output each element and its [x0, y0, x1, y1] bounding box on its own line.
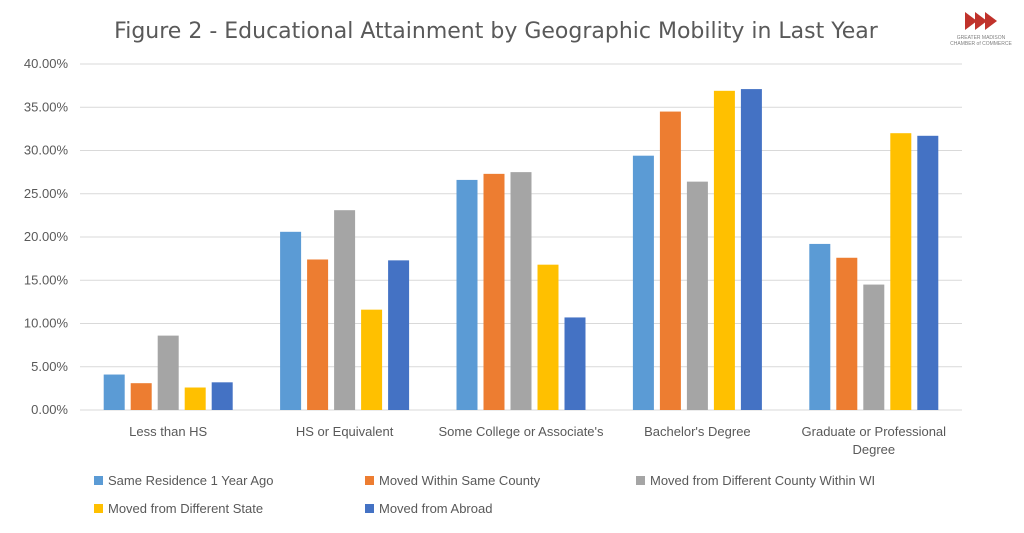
logo-line-1: GREATER MADISON: [957, 35, 1006, 41]
bar: [510, 172, 532, 410]
bar: [632, 155, 654, 410]
bar: [564, 317, 586, 410]
bar: [917, 135, 939, 411]
x-category-label: Some College or Associate's: [438, 424, 604, 439]
x-category-label: Bachelor's Degree: [644, 424, 751, 439]
bar: [483, 173, 505, 410]
bar: [388, 260, 410, 410]
bar: [334, 210, 356, 410]
logo-arrow-3: [985, 12, 997, 30]
logo-arrow-2: [975, 12, 987, 30]
chart-title: Figure 2 - Educational Attainment by Geo…: [114, 19, 879, 44]
legend-label: Moved from Abroad: [379, 501, 492, 516]
legend-swatch: [636, 476, 645, 485]
legend-swatch: [94, 476, 103, 485]
y-tick-label: 0.00%: [31, 402, 68, 417]
y-tick-label: 35.00%: [24, 99, 69, 114]
y-tick-label: 40.00%: [24, 56, 69, 71]
logo-line-2: CHAMBER of COMMERCE: [950, 41, 1012, 47]
legend-swatch: [365, 504, 374, 513]
x-category-label: Degree: [852, 442, 895, 457]
bar: [157, 335, 179, 410]
y-tick-label: 30.00%: [24, 143, 69, 158]
x-category-label: Graduate or Professional: [802, 424, 947, 439]
x-axis: Less than HS HS or Equivalent Some College…: [129, 424, 946, 457]
bar: [659, 111, 681, 410]
legend-label: Moved from Different County Within WI: [650, 473, 875, 488]
bar: [740, 89, 762, 411]
legend-swatch: [365, 476, 374, 485]
legend-swatch: [94, 504, 103, 513]
logo-arrow-1: [965, 12, 977, 30]
bar: [130, 383, 152, 410]
bar: [103, 374, 125, 410]
bar: [184, 387, 206, 410]
bar: [890, 133, 912, 410]
y-tick-label: 25.00%: [24, 186, 69, 201]
bar: [280, 231, 302, 410]
x-category-label: Less than HS: [129, 424, 207, 439]
legend-label: Moved from Different State: [108, 501, 263, 516]
y-tick-label: 10.00%: [24, 316, 69, 331]
bar: [686, 181, 708, 410]
y-tick-label: 5.00%: [31, 359, 68, 374]
bar: [211, 382, 233, 410]
legend-label: Same Residence 1 Year Ago: [108, 473, 274, 488]
bar: [863, 284, 885, 410]
bar: [537, 264, 559, 410]
bar: [361, 309, 383, 410]
x-category-label: HS or Equivalent: [296, 424, 394, 439]
y-tick-label: 20.00%: [24, 229, 69, 244]
bar: [307, 259, 329, 410]
bar: [713, 90, 735, 410]
bar: [809, 243, 831, 410]
y-axis: 0.00% 5.00% 10.00% 15.00% 20.00% 25.00% 30.00%…: [24, 56, 69, 417]
legend: Same Residence 1 Year Ago Moved Within Sa…: [94, 473, 875, 516]
bar: [456, 179, 478, 410]
bar: [836, 257, 858, 410]
bars: [103, 89, 939, 411]
chamber-logo: GREATER MADISON CHAMBER of COMMERCE: [950, 12, 1012, 47]
y-tick-label: 15.00%: [24, 272, 69, 287]
legend-label: Moved Within Same County: [379, 473, 541, 488]
